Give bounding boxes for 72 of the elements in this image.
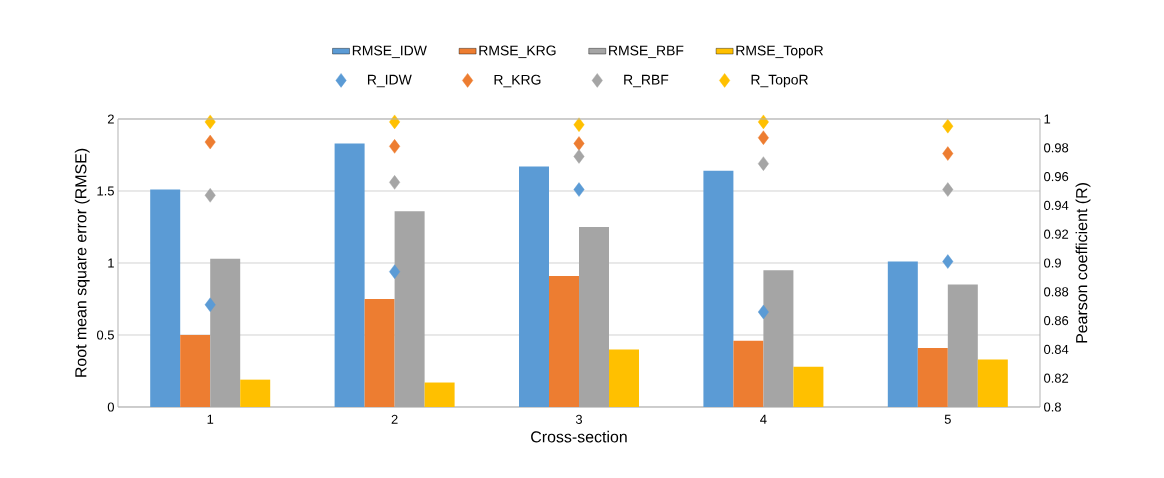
x-tick-label: 1 <box>207 414 214 424</box>
bar <box>334 143 365 407</box>
y-tick-label: 0 <box>107 402 114 412</box>
bar <box>180 335 211 407</box>
point <box>757 156 769 171</box>
legend-label: R_KRG <box>494 74 541 88</box>
point <box>204 134 216 150</box>
y2-tick-label: 0.96 <box>1044 172 1069 182</box>
x-axis-title: Cross-section <box>531 430 627 443</box>
point <box>942 119 954 134</box>
point <box>942 182 954 197</box>
bar <box>240 379 271 407</box>
point <box>204 114 216 130</box>
x-tick-label: 5 <box>944 414 951 424</box>
y2-tick-label: 0.92 <box>1044 229 1069 239</box>
bar <box>549 275 579 407</box>
bar <box>394 211 425 407</box>
point <box>573 136 585 151</box>
y2-tick-label: 0.84 <box>1044 344 1069 354</box>
bar <box>703 170 734 407</box>
y2-tick-label: 0.98 <box>1044 143 1069 153</box>
bar <box>763 270 794 407</box>
y2-tick-label: 0.88 <box>1044 287 1069 297</box>
point <box>942 146 954 161</box>
y2-tick-label: 0.82 <box>1044 373 1069 383</box>
y2-tick-label: 1 <box>1044 114 1051 124</box>
y2-tick-label: 0.9 <box>1044 258 1061 268</box>
bar <box>210 258 241 407</box>
legend-label: R_TopoR <box>751 74 808 88</box>
bar <box>579 227 609 407</box>
x-tick-label: 2 <box>391 414 398 424</box>
y2-axis-title: Pearson coefficient (R) <box>1075 183 1091 343</box>
point <box>389 114 401 130</box>
y-axis-title: Root mean square error (RMSE) <box>74 148 90 377</box>
point <box>204 188 216 203</box>
legend-label: RMSE_IDW <box>352 45 427 59</box>
point <box>942 254 954 269</box>
y-tick-label: 1 <box>108 258 114 268</box>
y-tick-label: 0.5 <box>96 330 114 340</box>
bar <box>519 166 549 407</box>
point <box>204 297 216 312</box>
bar <box>793 366 824 407</box>
legend-label: RMSE_TopoR <box>736 45 824 59</box>
y2-tick-label: 0.86 <box>1044 316 1069 326</box>
point <box>573 149 585 164</box>
point <box>757 130 769 145</box>
point <box>389 264 401 279</box>
bar <box>887 261 918 407</box>
point <box>757 114 769 130</box>
point <box>757 304 769 320</box>
bar <box>977 359 1008 407</box>
y-tick-label: 1.5 <box>97 186 114 196</box>
legend-label: RMSE_KRG <box>479 45 556 59</box>
y2-tick-label: 0.94 <box>1044 200 1069 210</box>
point <box>573 182 585 197</box>
legend-label: RMSE_RBF <box>609 45 684 59</box>
x-tick-label: 4 <box>760 414 767 424</box>
bar <box>947 284 978 407</box>
bar <box>424 382 455 407</box>
bar <box>733 340 764 407</box>
bar <box>364 299 395 407</box>
legend-label: R_IDW <box>367 74 412 88</box>
point <box>389 139 401 154</box>
legend-label: R_RBF <box>624 74 669 88</box>
y-tick-label: 2 <box>107 114 114 124</box>
bar <box>150 189 181 407</box>
bar <box>609 349 639 407</box>
y2-tick-label: 0.8 <box>1044 402 1061 412</box>
x-tick-label: 3 <box>575 414 583 424</box>
bar <box>917 347 948 407</box>
point <box>389 175 401 190</box>
point <box>573 117 585 132</box>
